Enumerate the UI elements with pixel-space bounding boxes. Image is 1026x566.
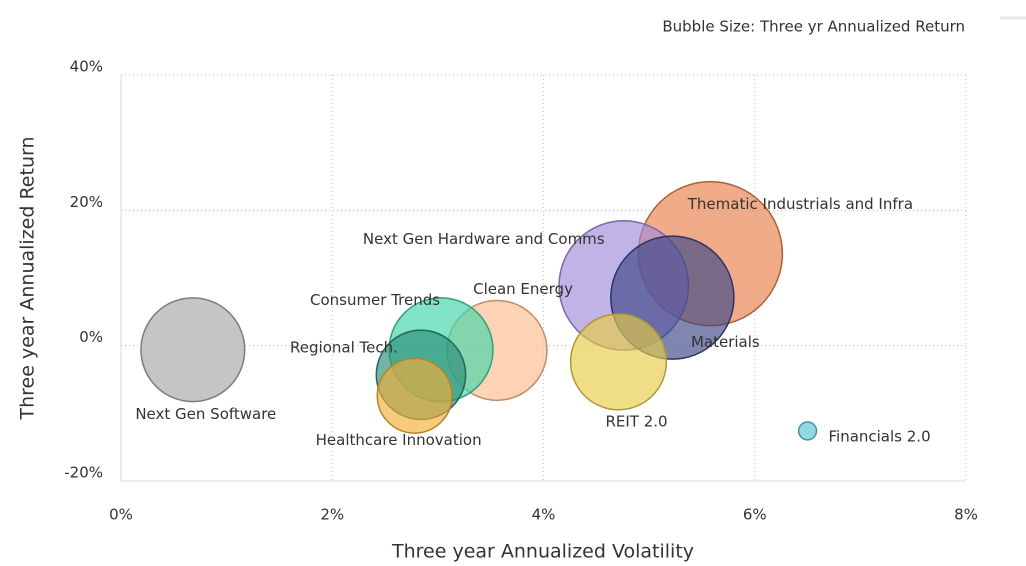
data-label: Next Gen Software [135,405,276,423]
bubble [376,357,453,434]
x-tick-label: 4% [532,506,556,524]
x-tick-label: 2% [320,506,344,524]
data-label: Materials [691,333,760,351]
y-tick-label: 40% [70,58,103,76]
data-label: Financials 2.0 [828,427,930,445]
subtitle: Bubble Size: Three yr Annualized Return [662,18,965,36]
data-label: Consumer Trends [310,291,440,309]
x-axis-title: Three year Annualized Volatility [391,541,694,563]
bubble [569,313,668,411]
data-label: REIT 2.0 [605,412,667,430]
data-label: Clean Energy [473,280,573,298]
y-tick-label: 0% [79,328,103,346]
x-tick-label: 8% [954,506,978,524]
data-label: Healthcare Innovation [316,431,482,449]
y-axis-title: Three year Annualized Return [17,136,39,420]
data-label: Regional Tech. [290,338,398,356]
y-tick-label: 20% [70,193,103,211]
x-tick-label: 0% [109,506,133,524]
data-label: Next Gen Hardware and Comms [363,230,605,248]
bubble [140,297,246,403]
bubble [797,421,818,441]
x-tick-label: 6% [743,506,767,524]
data-label: Thematic Industrials and Infra [687,195,913,213]
y-tick-label: -20% [64,464,103,482]
